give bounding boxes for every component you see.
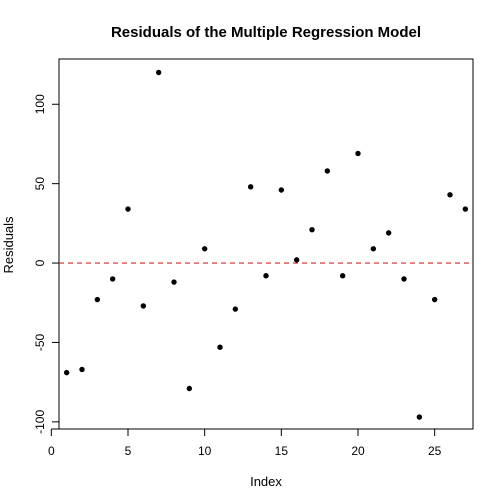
data-point [370, 246, 377, 252]
data-point [155, 69, 162, 76]
data-point [293, 257, 300, 263]
y-tick-label: 0 [33, 259, 47, 266]
data-point [339, 273, 346, 279]
data-point [278, 187, 285, 193]
data-point [355, 150, 361, 157]
x-axis: 0 5 10 15 20 25 [48, 428, 442, 458]
data-point [447, 192, 453, 198]
data-point [416, 414, 423, 420]
data-point [201, 246, 208, 252]
data-point [232, 306, 239, 312]
chart-title: Residuals of the Multiple Regression Mod… [111, 24, 421, 41]
y-tick-label: -100 [33, 410, 47, 434]
data-point [324, 168, 331, 174]
data-point [171, 279, 177, 285]
data-point [309, 227, 315, 233]
data-point [140, 303, 147, 309]
plot-frame [58, 58, 474, 430]
data-point [385, 230, 392, 236]
data-point [247, 184, 254, 190]
x-tick-label: 15 [275, 444, 289, 458]
data-point [79, 366, 85, 373]
data-point [186, 385, 193, 392]
data-point [217, 344, 223, 350]
y-tick-label: 100 [33, 94, 47, 114]
y-axis-label: Residuals [1, 216, 16, 274]
data-point [462, 206, 469, 212]
data-points [63, 69, 469, 420]
x-tick-label: 10 [198, 444, 212, 458]
data-point [263, 273, 269, 279]
y-tick-label: 50 [33, 177, 47, 191]
data-point [109, 276, 116, 282]
data-point [63, 369, 70, 376]
x-tick-label: 5 [125, 444, 132, 458]
y-axis: -100 -50 0 50 100 [33, 94, 60, 434]
data-point [401, 276, 407, 282]
data-point [431, 296, 438, 303]
x-tick-label: 25 [428, 444, 442, 458]
x-tick-label: 20 [351, 444, 365, 458]
data-point [125, 206, 131, 212]
data-point [94, 296, 101, 303]
x-axis-label: Index [250, 474, 282, 489]
y-tick-label: -50 [33, 333, 47, 351]
x-tick-label: 0 [48, 444, 55, 458]
